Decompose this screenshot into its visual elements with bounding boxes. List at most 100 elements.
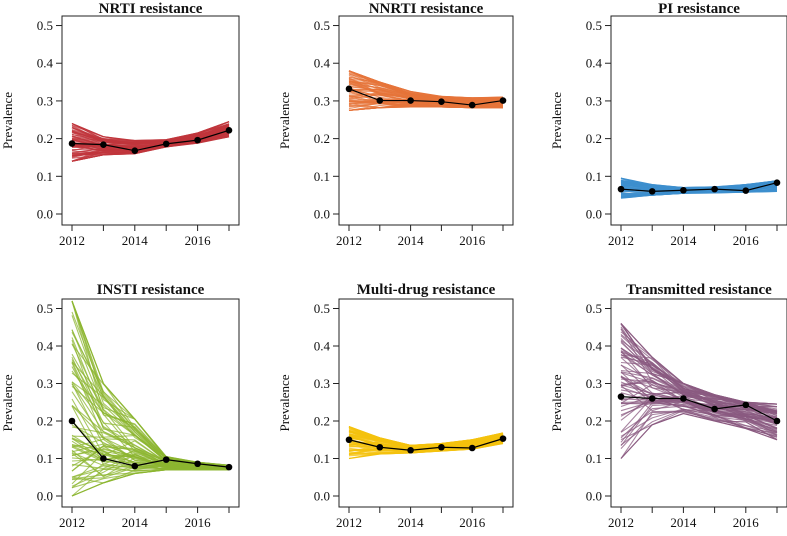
chart-title: NNRTI resistance <box>369 1 484 17</box>
y-tick-label: 0.2 <box>314 414 330 429</box>
plot-frame <box>338 298 514 508</box>
observed-point-2015 <box>162 140 170 148</box>
x-tick-label: 2016 <box>459 233 486 248</box>
observed-point-2015 <box>438 443 445 451</box>
x-tick-label: 2012 <box>608 515 634 530</box>
y-axis-label: Prevalence <box>549 374 564 431</box>
y-tick-label: 0.5 <box>37 18 53 33</box>
y-tick-label: 0.2 <box>314 131 330 146</box>
observed-point-2014 <box>131 147 139 154</box>
simulated-max-line <box>71 121 230 142</box>
y-axis-label: Prevalence <box>277 92 292 149</box>
y-tick-label: 0.4 <box>314 56 331 71</box>
y-tick-label: 0.5 <box>586 18 602 33</box>
simulated-trajectory <box>71 366 230 468</box>
x-tick-label: 2012 <box>608 233 634 248</box>
observed-line <box>620 396 778 422</box>
observed-point-2014 <box>131 462 139 470</box>
y-tick-label: 0.5 <box>586 301 602 316</box>
observed-point-2014 <box>680 395 687 402</box>
simulated-max-line <box>620 323 778 405</box>
chart-title: PI resistance <box>658 1 740 17</box>
y-tick-label: 0.4 <box>314 339 331 354</box>
x-tick-label: 2016 <box>733 233 760 248</box>
observed-point-2015 <box>711 185 718 193</box>
simulated-trajectory <box>71 468 230 497</box>
simulated-trajectory <box>620 371 778 415</box>
simulated-min-line <box>71 469 229 497</box>
x-tick-label: 2014 <box>670 233 697 248</box>
simulated-trajectory <box>620 401 778 429</box>
observed-point-2015 <box>711 405 718 413</box>
x-tick-label: 2014 <box>122 515 149 530</box>
observed-point-2012 <box>345 85 353 93</box>
simulated-trajectory <box>348 434 504 449</box>
simulated-trajectories <box>620 323 778 459</box>
y-tick-label: 0.4 <box>37 339 54 354</box>
plot-frame <box>610 298 787 508</box>
simulated-trajectory <box>620 347 778 408</box>
simulated-trajectory <box>71 123 230 142</box>
chart-title: Transmitted resistance <box>626 282 772 298</box>
y-tick-label: 0.2 <box>586 414 602 429</box>
x-tick-label: 2014 <box>670 515 697 530</box>
observed-point-2016 <box>468 444 476 452</box>
observed-point-2017 <box>225 463 233 471</box>
y-tick-label: 0.4 <box>37 56 54 71</box>
observed-point-2013 <box>376 443 384 451</box>
observed-point-2012 <box>617 393 625 400</box>
y-tick-label: 0.3 <box>37 376 53 391</box>
simulated-max-line <box>348 426 504 446</box>
x-tick-label: 2016 <box>733 515 760 530</box>
panel-nrti-resistance: NRTI resistance Prevalence 0.0 0.1 0.2 0.3 0.4… <box>0 1 240 248</box>
plot-frame <box>61 15 240 226</box>
panel-nnrti-resistance: NNRTI resistance Prevalence 0.0 0.1 0.2 0.3 0.… <box>277 1 514 248</box>
x-tick-label: 2012 <box>336 515 362 530</box>
y-tick-label: 0.4 <box>586 56 603 71</box>
plot-frame <box>338 15 514 226</box>
observed-point-2014 <box>407 446 414 454</box>
observed-point-2012 <box>68 417 76 425</box>
simulated-trajectory <box>620 410 778 436</box>
simulated-min-line <box>620 190 778 199</box>
observed-point-2013 <box>100 141 107 148</box>
observed-point-2013 <box>100 455 107 462</box>
y-tick-label: 0.3 <box>586 376 602 391</box>
observed-point-2013 <box>376 97 384 104</box>
chart-title: Multi-drug resistance <box>357 282 496 298</box>
x-tick-label: 2016 <box>185 233 212 248</box>
y-tick-label: 0.3 <box>314 93 330 108</box>
x-tick-label: 2014 <box>398 233 425 248</box>
observed-point-2012 <box>345 436 353 444</box>
plot-frame <box>610 15 787 226</box>
y-tick-label: 0.0 <box>314 489 330 504</box>
observed-point-2014 <box>680 186 687 194</box>
observed-point-2013 <box>648 395 656 402</box>
observed-point-2016 <box>468 101 476 109</box>
y-tick-label: 0.2 <box>586 131 602 146</box>
x-tick-label: 2014 <box>122 233 149 248</box>
y-tick-label: 0.1 <box>586 169 602 184</box>
observed-line <box>348 438 504 451</box>
simulated-max-line <box>620 177 778 189</box>
observed-point-2017 <box>499 435 507 442</box>
plot-frame <box>61 298 240 508</box>
observed-point-2015 <box>162 456 170 463</box>
observed-line <box>71 129 230 152</box>
observed-point-2012 <box>617 185 625 193</box>
simulated-trajectory <box>71 381 230 468</box>
y-tick-label: 0.1 <box>314 451 330 466</box>
y-axis-label: Prevalence <box>0 92 15 149</box>
y-tick-label: 0.0 <box>586 207 602 222</box>
simulated-trajectory <box>620 395 778 433</box>
simulated-trajectory <box>71 125 230 145</box>
observed-point-2016 <box>194 136 201 144</box>
simulated-max-line <box>348 70 504 99</box>
y-axis-label: Prevalence <box>0 374 15 431</box>
observed-line <box>620 182 778 192</box>
simulated-min-line <box>620 412 778 459</box>
simulated-min-line <box>348 442 504 460</box>
y-tick-label: 0.3 <box>37 93 53 108</box>
y-tick-label: 0.1 <box>314 169 330 184</box>
